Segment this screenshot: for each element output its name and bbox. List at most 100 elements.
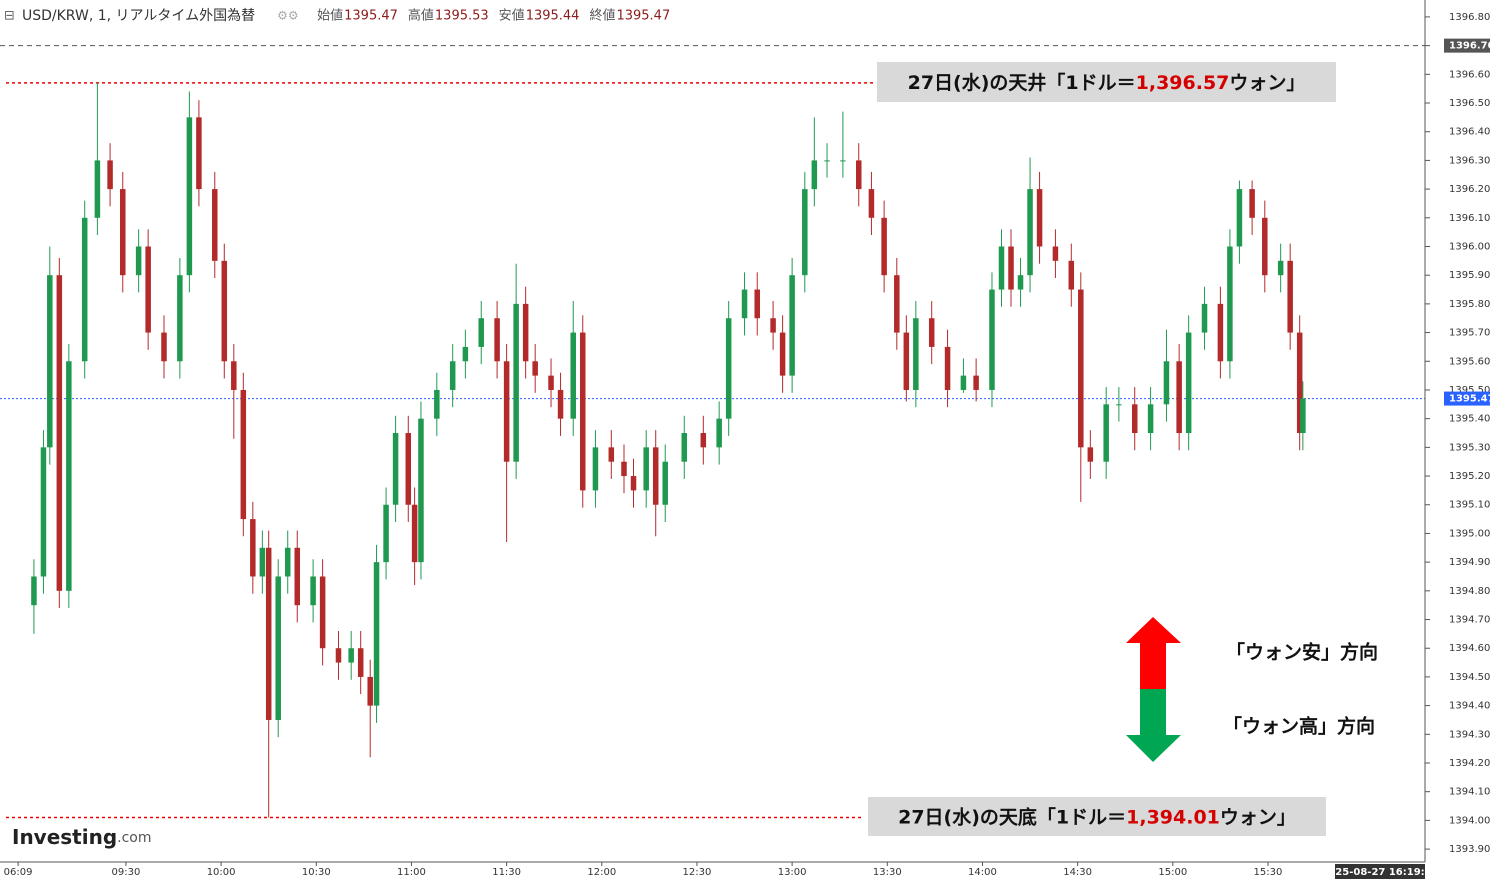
candle-body <box>1201 303 1208 333</box>
candle-body <box>513 303 519 462</box>
ohlc-label: 高値 <box>408 8 434 24</box>
candle-body <box>1078 289 1084 448</box>
candle-body <box>120 189 126 276</box>
x-tick-label: 10:30 <box>302 867 331 878</box>
ohlc-value: 1395.47 <box>616 9 670 24</box>
annotation-value: 1,394.01 <box>1126 806 1220 828</box>
annotation-box <box>877 62 1336 102</box>
candle-body <box>478 318 484 347</box>
candle-body <box>928 318 935 347</box>
y-tick-label: 1394.00 <box>1449 815 1490 826</box>
price-label: 1396.70 <box>1449 41 1490 52</box>
candle-body <box>802 189 808 276</box>
candle-body <box>367 676 373 706</box>
candle-body <box>240 389 247 520</box>
candle-body <box>294 547 300 606</box>
y-tick-label: 1395.20 <box>1449 471 1490 482</box>
y-tick-label: 1394.30 <box>1449 729 1490 740</box>
candle-body <box>1277 260 1284 276</box>
candle-body <box>1017 275 1024 290</box>
candle-body <box>789 275 795 376</box>
x-tick-label: 12:30 <box>683 867 712 878</box>
candle-body <box>1296 332 1303 434</box>
y-tick-label: 1394.20 <box>1449 758 1490 769</box>
y-tick-label: 1395.40 <box>1449 414 1490 425</box>
candle-body <box>855 160 862 190</box>
candle-body <box>434 389 440 419</box>
candle-body <box>250 519 256 577</box>
y-tick-label: 1394.80 <box>1449 586 1490 597</box>
candle-body <box>221 260 228 362</box>
x-tick-label: 06:09 <box>4 867 33 878</box>
candle-body <box>56 275 63 591</box>
x-tick-label: 11:00 <box>397 867 426 878</box>
ohlc-label: 終値 <box>589 8 615 24</box>
candle-body <box>145 246 151 333</box>
candle-body <box>383 504 389 563</box>
y-tick-label: 1394.50 <box>1449 672 1490 683</box>
candle-body <box>1163 361 1170 405</box>
x-tick-label: 13:00 <box>778 867 807 878</box>
y-tick-label: 1396.50 <box>1449 98 1490 109</box>
candle-body <box>1176 361 1182 434</box>
candle-body <box>335 648 342 663</box>
candle-body <box>31 576 37 606</box>
candle-body <box>894 275 900 333</box>
annotation-text: 27日(水)の天井「1ドル＝ <box>908 71 1136 94</box>
x-cursor-label: 2025-08-27 16:19:00 <box>1321 867 1438 878</box>
candle-body <box>357 648 364 677</box>
x-tick-label: 12:00 <box>587 867 616 878</box>
candle-body <box>1008 246 1014 290</box>
candle-body <box>741 289 748 319</box>
candle-body <box>1036 189 1043 247</box>
candle-body <box>592 447 599 491</box>
candle-body <box>868 189 875 218</box>
collapse-icon[interactable]: ⊟ <box>4 9 15 24</box>
y-tick-label: 1395.80 <box>1449 299 1490 310</box>
symbol: USD/KRW, 1, リアルタイム外国為替 <box>22 8 255 24</box>
candle-body <box>662 461 668 505</box>
y-tick-label: 1396.20 <box>1449 184 1490 195</box>
y-tick-label: 1395.30 <box>1449 442 1490 453</box>
y-tick-label: 1394.40 <box>1449 701 1490 712</box>
candle-body <box>284 547 291 577</box>
x-tick-label: 11:30 <box>492 867 521 878</box>
candle-body <box>411 504 418 563</box>
candle-body <box>373 562 380 706</box>
candle-body <box>1052 246 1059 261</box>
candle-body <box>840 160 846 162</box>
candle-body <box>1185 332 1192 434</box>
candle-body <box>944 346 951 390</box>
y-tick-label: 1395.60 <box>1449 356 1490 367</box>
candle-body <box>265 547 272 720</box>
candle-body <box>1300 398 1306 434</box>
y-tick-label: 1396.40 <box>1449 127 1490 138</box>
candle-body <box>449 361 456 390</box>
y-tick-label: 1394.60 <box>1449 643 1490 654</box>
candle-body <box>319 576 326 649</box>
arrow-label: 「ウォン高」方向 <box>1223 715 1375 738</box>
candle-body <box>392 433 399 505</box>
ohlc-label: 安値 <box>499 8 525 24</box>
x-tick-label: 09:30 <box>112 867 141 878</box>
annotation-text: ウォン」 <box>1229 72 1305 94</box>
candle-body <box>903 332 910 390</box>
candle-body <box>881 217 887 276</box>
y-tick-label: 1394.10 <box>1449 787 1490 798</box>
candle-body <box>1103 404 1109 462</box>
candle-body <box>1227 246 1233 362</box>
candle-body <box>652 447 659 505</box>
price-label: 1395.47 <box>1449 394 1490 405</box>
candle-body <box>643 447 649 491</box>
candle-body <box>1236 189 1243 247</box>
y-tick-label: 1396.60 <box>1449 69 1490 80</box>
logo: Investing.com <box>12 825 152 849</box>
candle-body <box>913 318 919 390</box>
candle-body <box>548 375 554 390</box>
candle-body <box>998 246 1005 290</box>
candle-body <box>1116 404 1122 406</box>
candle-body <box>310 576 316 606</box>
candle-body <box>47 275 53 448</box>
ohlc-value: 1395.53 <box>435 9 489 24</box>
candle-body <box>700 433 707 448</box>
